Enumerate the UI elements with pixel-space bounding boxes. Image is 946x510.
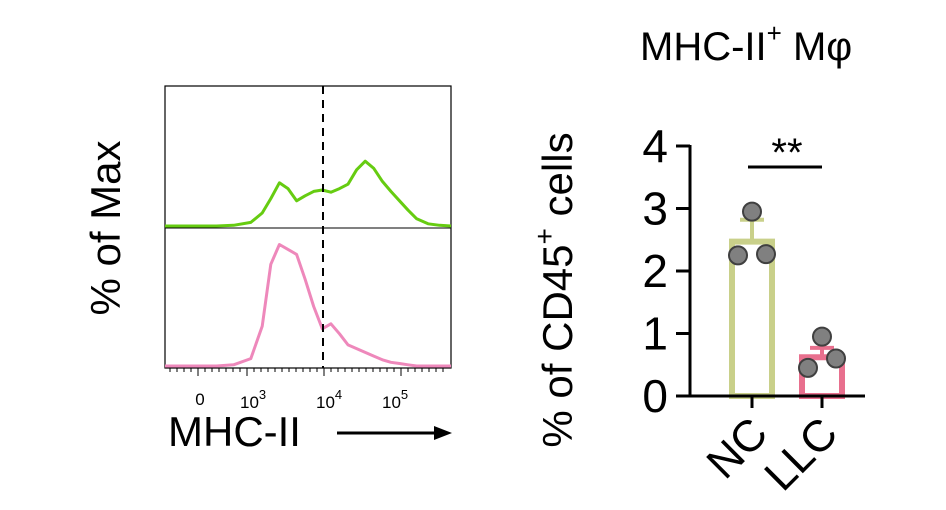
- x-axis-arrow: [337, 426, 452, 440]
- y-tick-label: 0: [642, 370, 668, 422]
- tick-label-10-4: 104: [316, 387, 342, 412]
- y-tick-label: 2: [642, 245, 668, 297]
- tick-label-10-5: 105: [382, 387, 408, 412]
- data-point-nc: [728, 245, 748, 266]
- histogram-series-bottom: [165, 243, 451, 368]
- data-point-nc: [756, 244, 776, 265]
- bar-nc: [729, 238, 775, 399]
- data-point-nc: [742, 201, 762, 222]
- tick-label-10-3: 103: [240, 387, 266, 412]
- x-tick-label-llc: LLC: [755, 408, 847, 500]
- histogram-x-minor-ticks: [169, 368, 444, 376]
- y-tick-label: 1: [642, 308, 668, 360]
- significance-marker: **: [748, 131, 822, 175]
- significance-label: **: [771, 131, 802, 175]
- data-point-llc: [798, 357, 818, 378]
- data-point-llc: [826, 348, 846, 369]
- bar-y-axis-ticks: 0 1 2 3 4: [642, 120, 690, 422]
- y-tick-label: 4: [642, 120, 668, 172]
- data-points: [728, 201, 846, 378]
- bar-chart-y-axis-label: % of CD45+ cells: [529, 132, 581, 447]
- bars: [729, 238, 845, 399]
- bar-chart-title: MHC-II+ Mφ: [640, 18, 852, 69]
- tick-label-0: 0: [195, 390, 204, 409]
- histogram-panel: % of Max 0 103 104 105 MHC-II: [82, 85, 452, 455]
- histogram-x-axis-label: MHC-II: [168, 408, 301, 455]
- data-point-llc: [812, 326, 832, 347]
- y-tick-label: 3: [642, 183, 668, 235]
- histogram-y-axis-label: % of Max: [82, 140, 129, 315]
- histogram-series-top: [165, 159, 452, 228]
